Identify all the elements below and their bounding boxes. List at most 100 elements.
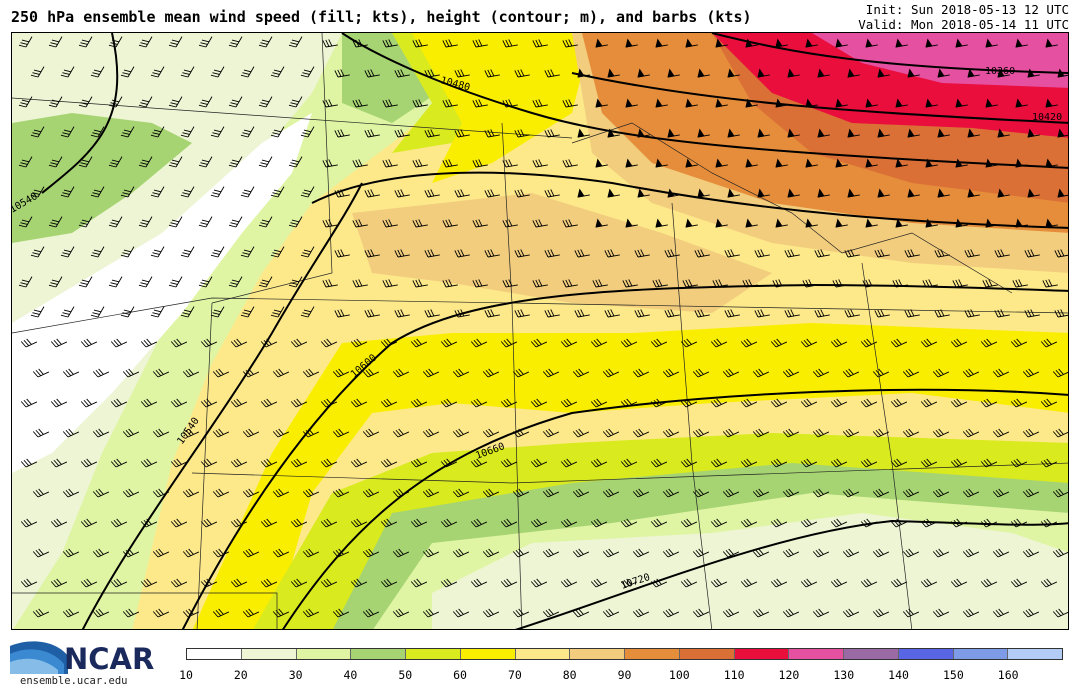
wind-barb [472,219,488,228]
wind-barb [757,128,770,138]
wind-barb [985,218,998,228]
wind-barb [1015,218,1028,228]
wind-barb [30,126,45,138]
wind-barb [710,578,728,588]
wind-barb [364,249,380,258]
wind-barb [595,98,608,108]
wind-barb [932,608,950,618]
wind-barb [680,458,698,468]
wind-barb [352,219,368,228]
wind-barb [595,218,608,228]
wind-barb [985,38,998,48]
wind-barb [577,68,590,78]
wind-barb [18,96,33,108]
wind-barb [782,548,800,558]
colorbar-segment [1008,649,1062,659]
wind-barb [770,398,788,408]
wind-barb [664,309,680,318]
wind-barb [212,548,230,558]
wind-barb [20,458,38,468]
weather-map: 10360 10420 10480 10540 10540 10600 1066… [11,32,1069,630]
wind-barb [544,249,560,258]
wind-barb [230,398,248,408]
wind-barb [895,98,908,108]
wind-barb [454,189,470,198]
wind-barb [110,338,128,348]
wind-barb [817,128,830,138]
wind-barb [258,96,273,108]
wind-barb [472,99,488,108]
wind-barb [200,338,218,348]
wind-barb [692,548,710,558]
wind-barb [667,188,680,198]
contour-label: 10420 [1032,112,1062,123]
wind-barb [60,246,75,258]
wind-barb [1045,218,1058,228]
state-borders [12,33,1068,629]
wind-barb [350,518,368,528]
wind-barb [242,488,260,498]
wind-barb [198,276,213,288]
wind-barb [212,368,230,378]
wind-barb [334,69,350,78]
wind-barb [362,548,380,558]
wind-barb [680,578,698,588]
wind-barb [602,548,620,558]
wind-barb [500,578,518,588]
colorbar-segment [241,649,297,659]
wind-barb [170,458,188,468]
wind-barb [240,66,255,78]
wind-barb [637,68,650,78]
wind-barb [394,129,410,138]
wind-barb [590,338,608,348]
wind-barb [895,158,908,168]
wind-barb [847,128,860,138]
wind-barb [30,66,45,78]
wind-barb [812,428,830,438]
wind-barb [258,276,273,288]
wind-barb [514,309,530,318]
wind-barb [1045,38,1058,48]
border-line [12,297,1068,334]
contour-10660 [282,388,1068,629]
fill-80 [352,193,772,313]
wind-barb [754,309,770,318]
wind-barb [270,306,285,318]
wind-barb [1052,548,1068,558]
wind-barb [1010,458,1028,468]
wind-barb [322,99,338,108]
fill-20-s [432,513,1068,629]
wind-barb [874,309,890,318]
wind-barb [877,188,890,198]
wind-barb [140,458,158,468]
wind-barb [30,186,45,198]
wind-barb [228,216,243,228]
wind-barb [784,249,800,258]
wind-barb [290,578,308,588]
wind-barb [422,548,440,558]
wind-barb [895,218,908,228]
wind-barb [442,39,458,48]
wind-barb [560,398,578,408]
wind-barb [182,428,200,438]
logo-swoosh [10,658,58,674]
wind-barb [320,578,338,588]
wind-barb [210,66,225,78]
colorbar-segment [625,649,680,659]
wind-barb [240,306,255,318]
wind-barb [424,309,440,318]
colorbar-tick-label: 130 [833,668,855,682]
wind-barb [632,368,650,378]
wind-barb [20,518,38,528]
wind-barb [757,188,770,198]
wind-barb [650,518,668,528]
wind-barb [745,38,758,48]
wind-barb [832,279,848,288]
wind-barb [692,608,710,618]
wind-barb [484,309,500,318]
wind-barb [662,608,680,618]
wind-barb [920,338,938,348]
wind-barb [715,158,728,168]
wind-barb [502,99,518,108]
wind-barb [992,368,1010,378]
